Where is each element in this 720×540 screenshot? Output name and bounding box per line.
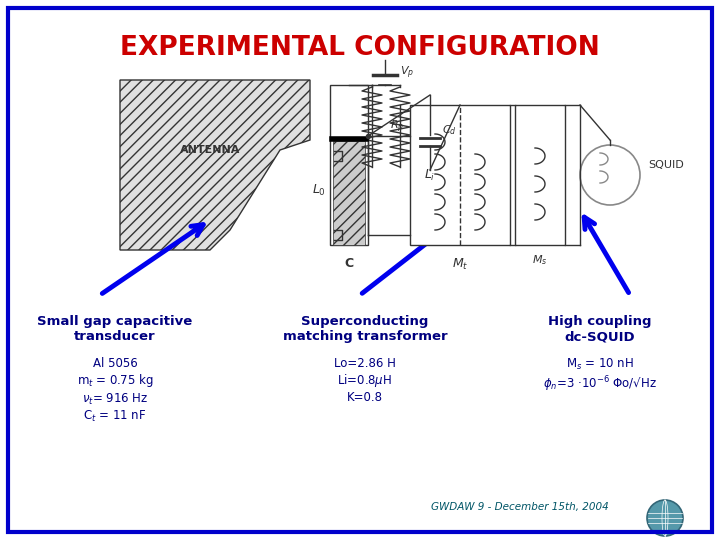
Text: Al 5056
m$_t$ = 0.75 kg
$\nu_t$= 916 Hz
C$_t$ = 11 nF: Al 5056 m$_t$ = 0.75 kg $\nu_t$= 916 Hz … — [76, 357, 153, 424]
Text: GWDAW 9 - December 15th, 2004: GWDAW 9 - December 15th, 2004 — [431, 502, 609, 512]
Polygon shape — [120, 80, 310, 250]
Text: C: C — [344, 257, 354, 270]
Text: SQUID: SQUID — [648, 160, 684, 170]
Text: $M_s$: $M_s$ — [532, 253, 548, 267]
Text: Small gap capacitive
transducer: Small gap capacitive transducer — [37, 315, 193, 343]
Text: High coupling
dc-SQUID: High coupling dc-SQUID — [548, 315, 652, 343]
Text: M$_s$ = 10 nH
$\phi_n$=3 ·10$^{-6}$ Φo/√Hz: M$_s$ = 10 nH $\phi_n$=3 ·10$^{-6}$ Φo/√… — [543, 357, 657, 395]
Text: $V_p$: $V_p$ — [400, 65, 414, 82]
Circle shape — [580, 145, 640, 205]
Bar — [333, 141, 365, 245]
Text: $L_0$: $L_0$ — [312, 183, 326, 198]
Bar — [410, 105, 510, 245]
Text: $R_p$: $R_p$ — [390, 119, 405, 135]
Bar — [330, 85, 368, 245]
Text: Lo=2.86 H
Li=0.8$\mu$H
K=0.8: Lo=2.86 H Li=0.8$\mu$H K=0.8 — [334, 357, 396, 404]
Text: $M_t$: $M_t$ — [451, 257, 468, 272]
Text: EXPERIMENTAL CONFIGURATION: EXPERIMENTAL CONFIGURATION — [120, 35, 600, 61]
Circle shape — [647, 500, 683, 536]
Text: Superconducting
matching transformer: Superconducting matching transformer — [283, 315, 447, 343]
Text: $L_i$: $L_i$ — [424, 167, 436, 183]
Text: $C_d$: $C_d$ — [442, 123, 456, 137]
Bar — [515, 105, 565, 245]
Text: ANTENNA: ANTENNA — [180, 145, 240, 155]
